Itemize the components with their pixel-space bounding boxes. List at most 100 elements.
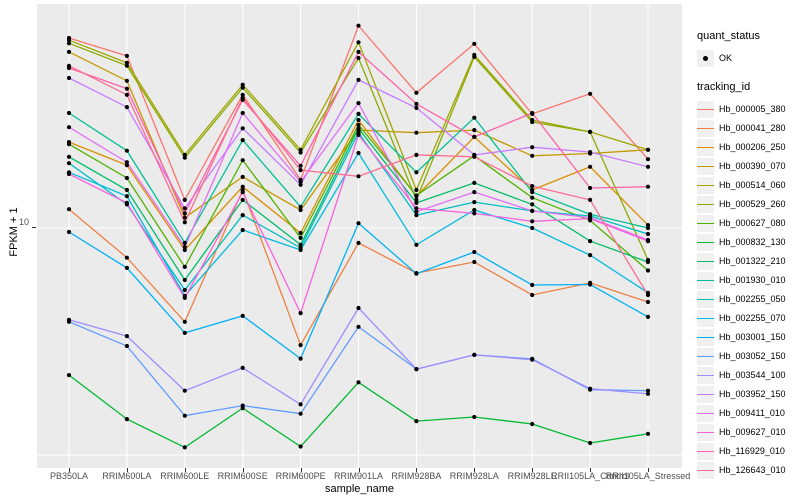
data-point	[645, 388, 651, 393]
legend-label: Hb_000529_260	[719, 199, 786, 209]
line-key-icon	[697, 252, 714, 270]
data-point	[124, 105, 129, 110]
data-point	[530, 153, 535, 158]
data-point	[240, 213, 245, 218]
key-line	[697, 393, 714, 395]
data-point	[298, 235, 303, 240]
legend-label: Hb_009627_010	[719, 427, 786, 437]
data-point	[356, 305, 361, 311]
point-marker-icon	[703, 55, 708, 61]
data-point	[472, 54, 477, 60]
data-point	[414, 90, 419, 95]
data-point	[298, 168, 303, 173]
line-key-icon	[697, 214, 714, 232]
data-point	[66, 154, 72, 159]
data-point	[530, 145, 535, 150]
data-point	[645, 391, 651, 396]
key-line	[697, 146, 714, 148]
key-line	[697, 412, 714, 414]
key-line	[697, 108, 714, 110]
data-point	[645, 292, 651, 298]
line-key-icon	[697, 442, 714, 460]
data-point	[530, 190, 535, 195]
legend-item-Hb_003052_150: Hb_003052_150	[697, 347, 797, 365]
legend-item-Hb_002255_050: Hb_002255_050	[697, 290, 797, 308]
x-tick-mark	[358, 468, 360, 472]
data-point	[298, 343, 303, 348]
legend-label: Hb_003052_150	[719, 351, 786, 361]
legend-item-Hb_003952_150: Hb_003952_150	[697, 385, 797, 403]
data-point	[298, 230, 303, 236]
legend-item-Hb_116929_010: Hb_116929_010	[697, 442, 797, 460]
key-line	[697, 317, 714, 319]
data-point	[645, 239, 651, 244]
data-point	[66, 373, 72, 378]
data-point	[645, 431, 651, 436]
x-tick-label: RRII105LA_Control	[551, 471, 630, 481]
legend-label: Hb_003001_150	[719, 332, 786, 342]
legend-label: Hb_000206_250	[719, 142, 786, 152]
data-point	[414, 170, 419, 175]
x-tick-mark	[242, 468, 244, 472]
data-point	[645, 225, 651, 231]
data-point	[240, 403, 245, 408]
legend-item-ok: OK	[697, 49, 797, 67]
data-point	[298, 179, 303, 184]
data-point	[182, 155, 187, 160]
line-key-icon	[697, 347, 714, 365]
data-point	[124, 255, 129, 260]
data-point	[240, 110, 245, 116]
data-point	[356, 111, 361, 116]
data-point	[356, 240, 361, 245]
legend: quant_status OK tracking_id Hb_000005_38…	[697, 30, 797, 480]
data-point	[66, 229, 72, 235]
data-point	[240, 92, 245, 97]
x-tick-label: PB350LA	[49, 471, 89, 481]
data-point	[530, 219, 535, 224]
data-point	[240, 313, 245, 318]
line-key-icon	[697, 100, 714, 118]
key-line	[697, 127, 714, 129]
legend-label: Hb_000005_380	[719, 104, 786, 114]
data-point	[182, 287, 187, 293]
data-point	[530, 421, 535, 427]
data-point	[124, 175, 129, 181]
data-point	[645, 231, 651, 237]
data-point	[472, 115, 477, 120]
data-point	[124, 160, 129, 165]
data-point	[182, 330, 187, 335]
y-tick-mark	[32, 227, 36, 228]
data-point	[414, 242, 419, 247]
data-point	[414, 101, 419, 106]
data-point	[298, 163, 303, 168]
data-point	[645, 299, 651, 305]
data-point	[588, 253, 593, 258]
data-point	[356, 49, 361, 55]
line-key-icon	[697, 366, 714, 384]
x-tick-mark	[474, 468, 476, 472]
data-point	[356, 40, 361, 45]
key-line	[697, 260, 714, 262]
data-point	[588, 282, 593, 287]
data-point	[298, 150, 303, 155]
key-line	[697, 165, 714, 167]
legend-label: Hb_002255_050	[719, 294, 786, 304]
data-point	[240, 174, 245, 179]
data-point	[356, 101, 361, 106]
data-point	[645, 157, 651, 162]
data-point	[182, 413, 187, 418]
legend-item-Hb_001322_210: Hb_001322_210	[697, 252, 797, 270]
legend-item-Hb_000390_070: Hb_000390_070	[697, 157, 797, 175]
data-point	[472, 211, 477, 216]
key-line	[697, 203, 714, 205]
data-point	[588, 150, 593, 155]
data-point	[240, 197, 245, 202]
data-point	[588, 440, 593, 446]
x-tick-label: RRII105LA_Stressed	[605, 471, 691, 481]
data-point	[530, 282, 535, 288]
data-point	[298, 247, 303, 253]
data-point	[414, 197, 419, 202]
data-point	[645, 147, 651, 152]
data-point	[124, 53, 129, 59]
data-point	[298, 402, 303, 407]
